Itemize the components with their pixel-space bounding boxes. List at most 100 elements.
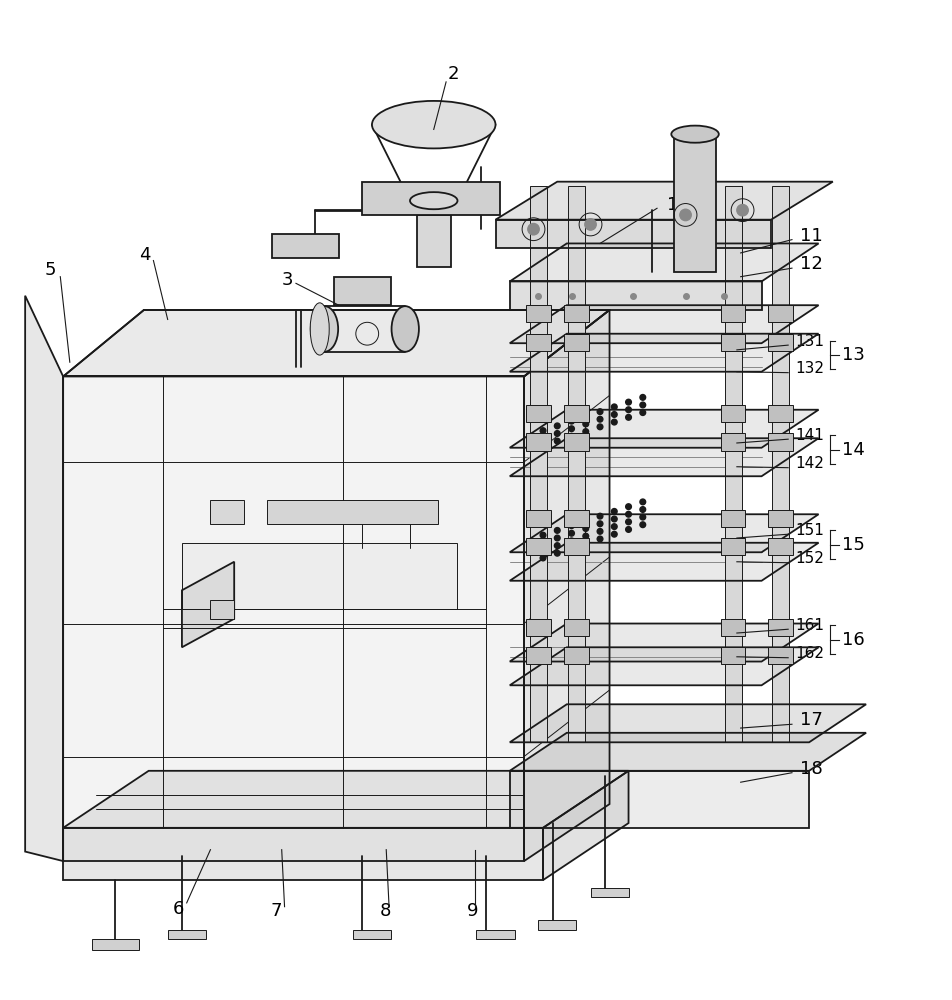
Bar	[767, 405, 792, 422]
Polygon shape	[509, 543, 818, 581]
Bar	[268, 500, 438, 524]
Bar	[526, 405, 550, 422]
Circle shape	[639, 507, 645, 512]
Text: 16: 16	[842, 631, 864, 649]
Circle shape	[568, 546, 574, 551]
Bar	[564, 647, 588, 664]
Text: 132: 132	[795, 361, 823, 376]
Bar	[720, 510, 744, 527]
Circle shape	[540, 548, 545, 553]
Bar	[526, 647, 550, 664]
Circle shape	[625, 511, 631, 517]
Bar	[91, 939, 139, 950]
Bar	[767, 538, 792, 555]
Circle shape	[597, 409, 603, 414]
Circle shape	[583, 541, 588, 547]
Circle shape	[611, 412, 617, 417]
Bar	[767, 334, 792, 351]
Circle shape	[540, 435, 545, 441]
Circle shape	[611, 531, 617, 537]
Circle shape	[554, 423, 560, 429]
Bar	[767, 647, 792, 664]
Bar	[720, 619, 744, 636]
Text: 7: 7	[270, 902, 282, 920]
Bar	[210, 500, 244, 524]
Circle shape	[568, 433, 574, 439]
Circle shape	[554, 438, 560, 444]
Bar	[720, 405, 744, 422]
Ellipse shape	[371, 101, 495, 148]
Circle shape	[540, 540, 545, 546]
Text: 11: 11	[799, 227, 822, 245]
Text: 142: 142	[795, 456, 823, 471]
Bar	[720, 305, 744, 322]
Circle shape	[554, 535, 560, 541]
Polygon shape	[524, 310, 609, 861]
Text: 141: 141	[795, 428, 823, 443]
Circle shape	[611, 516, 617, 522]
Ellipse shape	[670, 126, 718, 143]
Bar	[724, 186, 741, 742]
Polygon shape	[509, 624, 818, 662]
Circle shape	[583, 414, 588, 419]
Bar	[564, 433, 588, 451]
Circle shape	[568, 523, 574, 529]
Bar	[526, 510, 550, 527]
Circle shape	[597, 536, 603, 542]
Circle shape	[597, 424, 603, 430]
Bar	[526, 433, 550, 451]
Bar	[767, 305, 792, 322]
Bar	[771, 186, 788, 742]
Bar	[767, 510, 792, 527]
Circle shape	[585, 219, 596, 230]
Text: 14: 14	[842, 441, 864, 459]
Text: 162: 162	[795, 646, 823, 661]
Polygon shape	[509, 514, 818, 552]
Text: 161: 161	[795, 618, 823, 633]
Circle shape	[597, 416, 603, 422]
Bar	[590, 888, 628, 897]
Polygon shape	[25, 296, 63, 861]
Text: 12: 12	[799, 255, 822, 273]
Circle shape	[583, 533, 588, 539]
Bar	[529, 186, 546, 742]
Circle shape	[568, 530, 574, 536]
Text: 4: 4	[139, 246, 150, 264]
Bar	[526, 619, 550, 636]
Polygon shape	[63, 828, 543, 880]
Polygon shape	[182, 543, 457, 609]
Circle shape	[625, 527, 631, 532]
Bar	[564, 538, 588, 555]
Circle shape	[568, 426, 574, 432]
Bar	[362, 182, 500, 215]
Text: 2: 2	[447, 65, 459, 83]
Text: 151: 151	[795, 523, 823, 538]
Circle shape	[554, 431, 560, 436]
Text: 17: 17	[799, 711, 822, 729]
Ellipse shape	[310, 303, 328, 355]
Polygon shape	[509, 281, 761, 310]
Circle shape	[568, 418, 574, 424]
Circle shape	[639, 522, 645, 528]
Circle shape	[611, 404, 617, 410]
Circle shape	[568, 538, 574, 544]
Polygon shape	[509, 243, 818, 281]
Bar	[673, 134, 715, 272]
Polygon shape	[509, 647, 818, 685]
Text: 18: 18	[799, 760, 822, 778]
Circle shape	[625, 519, 631, 525]
Polygon shape	[509, 704, 865, 742]
Bar	[526, 538, 550, 555]
Text: 8: 8	[379, 902, 390, 920]
Circle shape	[625, 399, 631, 405]
Bar	[720, 433, 744, 451]
Circle shape	[611, 509, 617, 514]
Polygon shape	[509, 410, 818, 448]
Polygon shape	[495, 220, 770, 248]
Circle shape	[736, 204, 747, 216]
Bar	[538, 920, 576, 930]
Circle shape	[583, 518, 588, 524]
Bar	[210, 600, 234, 619]
Circle shape	[611, 419, 617, 425]
Bar	[476, 930, 514, 939]
